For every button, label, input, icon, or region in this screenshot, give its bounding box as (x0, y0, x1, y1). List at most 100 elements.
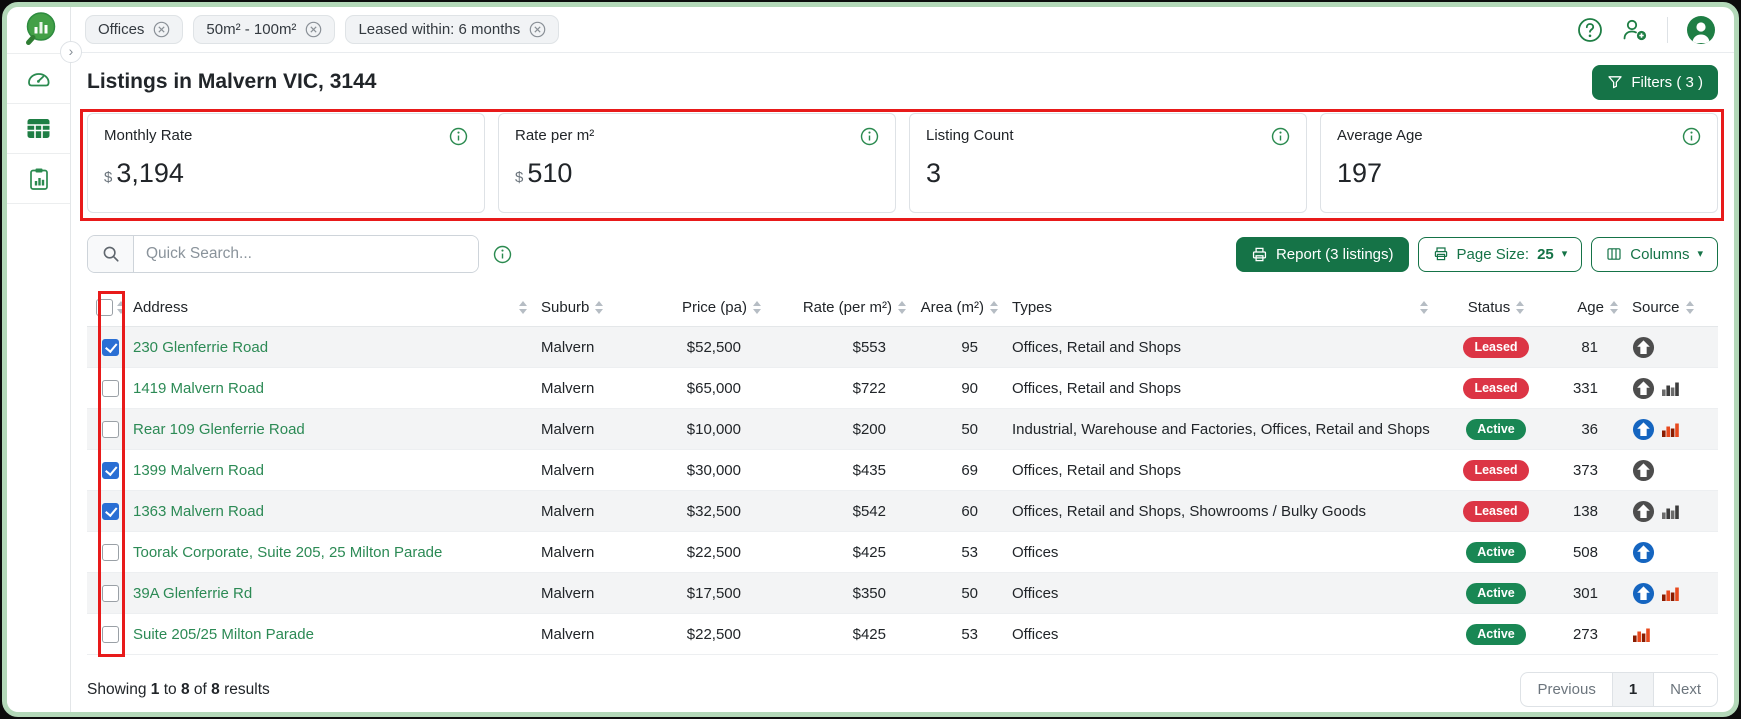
filter-chip-leased-within[interactable]: Leased within: 6 months (345, 15, 560, 44)
header-select-all[interactable] (87, 299, 133, 316)
header-rate[interactable]: Rate (per m²) (761, 299, 906, 316)
status-badge: Active (1466, 541, 1526, 563)
sidebar-item-dashboard[interactable] (7, 54, 70, 104)
info-icon[interactable] (493, 245, 512, 264)
add-user-icon[interactable] (1621, 17, 1649, 43)
row-checkbox[interactable] (101, 461, 119, 479)
suburb-cell: Malvern (541, 338, 595, 356)
chip-close-icon[interactable] (305, 21, 322, 38)
header-price[interactable]: Price (pa) (641, 299, 761, 316)
app-logo[interactable] (7, 7, 70, 53)
filter-chip-area[interactable]: 50m² - 100m² (193, 15, 336, 44)
header-status[interactable]: Status (1446, 299, 1546, 316)
row-checkbox[interactable] (101, 625, 119, 643)
sidebar-item-reports[interactable] (7, 154, 70, 204)
table-grid-icon (27, 119, 50, 138)
filter-chip-offices[interactable]: Offices (85, 15, 184, 44)
address-link[interactable]: 1363 Malvern Road (133, 502, 264, 520)
source-icons (1618, 336, 1718, 359)
current-page-button[interactable]: 1 (1611, 673, 1654, 706)
row-checkbox[interactable] (101, 543, 119, 561)
header-types[interactable]: Types (998, 299, 1446, 316)
chart-source-icon (1661, 501, 1681, 521)
age-cell: 508 (1572, 543, 1598, 561)
price-cell: $22,500 (686, 625, 741, 643)
header-address[interactable]: Address (133, 299, 541, 316)
address-link[interactable]: Rear 109 Glenferrie Road (133, 420, 305, 438)
area-cell: 50 (961, 420, 978, 438)
stat-label: Listing Count (926, 127, 1014, 144)
sidebar-item-listings-table[interactable] (7, 104, 70, 154)
source-icons (1618, 418, 1718, 441)
page-size-button[interactable]: Page Size: 25 ▾ (1417, 236, 1583, 272)
header-area[interactable]: Area (m²) (906, 299, 998, 316)
avatar[interactable] (1686, 15, 1716, 45)
table-row: 1399 Malvern Road Malvern $30,000 $435 6… (87, 450, 1718, 491)
source-icons (1618, 582, 1718, 605)
select-all-checkbox[interactable] (95, 299, 113, 316)
stat-label: Monthly Rate (104, 127, 193, 144)
area-cell: 53 (961, 625, 978, 643)
header-source[interactable]: Source (1618, 299, 1718, 316)
report-button[interactable]: Report (3 listings) (1235, 236, 1409, 272)
currency-prefix: $ (515, 169, 524, 186)
page-icon (1434, 247, 1447, 261)
types-cell: Offices, Retail and Shops (1012, 461, 1181, 479)
types-cell: Offices (1012, 543, 1059, 561)
info-icon[interactable] (1682, 127, 1701, 146)
next-page-button[interactable]: Next (1653, 673, 1717, 706)
columns-button[interactable]: Columns ▾ (1591, 236, 1718, 272)
chip-close-icon[interactable] (153, 21, 170, 38)
info-icon[interactable] (449, 127, 468, 146)
suburb-cell: Malvern (541, 461, 595, 479)
area-cell: 90 (961, 379, 978, 397)
search-icon (103, 246, 119, 262)
address-link[interactable]: 1419 Malvern Road (133, 379, 264, 397)
filters-button[interactable]: Filters ( 3 ) (1592, 64, 1718, 100)
help-icon[interactable] (1577, 17, 1603, 43)
dashboard-gauge-icon (28, 73, 50, 87)
filter-chip-label: Leased within: 6 months (358, 21, 521, 38)
header-age[interactable]: Age (1546, 299, 1618, 316)
chart-source-icon (1661, 419, 1681, 439)
suburb-cell: Malvern (541, 584, 595, 602)
header-suburb[interactable]: Suburb (541, 299, 641, 316)
status-badge: Leased (1463, 377, 1529, 399)
info-icon[interactable] (1271, 127, 1290, 146)
source-icons (1618, 377, 1718, 400)
price-cell: $17,500 (686, 584, 741, 602)
funnel-icon (1608, 76, 1622, 89)
types-cell: Offices, Retail and Shops, Showrooms / B… (1012, 502, 1367, 520)
filter-chip-label: 50m² - 100m² (206, 21, 297, 38)
search-input[interactable] (134, 236, 478, 272)
address-link[interactable]: 1399 Malvern Road (133, 461, 264, 479)
address-link[interactable]: Toorak Corporate, Suite 205, 25 Milton P… (133, 543, 443, 561)
address-link[interactable]: Suite 205/25 Milton Parade (133, 625, 314, 643)
magnifier-buildings-logo-icon (25, 12, 55, 45)
filter-chips: Offices 50m² - 100m² Leased within: 6 mo… (85, 15, 560, 44)
types-cell: Offices (1012, 584, 1059, 602)
page-size-value: 25 (1537, 245, 1554, 263)
rate-cell: $553 (852, 338, 886, 356)
columns-button-label: Columns (1630, 245, 1690, 263)
rate-cell: $200 (852, 420, 886, 438)
address-link[interactable]: 230 Glenferrie Road (133, 338, 269, 356)
sidebar-expand-button[interactable]: › (60, 41, 82, 63)
row-checkbox[interactable] (101, 502, 119, 520)
address-link[interactable]: 39A Glenferrie Rd (133, 584, 253, 602)
chevron-right-icon: › (68, 43, 74, 59)
previous-page-button[interactable]: Previous (1537, 681, 1596, 698)
area-cell: 50 (961, 584, 978, 602)
stat-value: 197 (1337, 158, 1383, 188)
row-checkbox[interactable] (101, 584, 119, 602)
suburb-cell: Malvern (541, 420, 595, 438)
row-checkbox[interactable] (101, 338, 119, 356)
info-icon[interactable] (860, 127, 879, 146)
stat-label: Rate per m² (515, 127, 595, 144)
row-checkbox[interactable] (101, 420, 119, 438)
chart-source-icon (1661, 583, 1681, 603)
row-checkbox[interactable] (101, 379, 119, 397)
column-label: Price (pa) (681, 299, 747, 316)
sidebar (7, 7, 71, 712)
chip-close-icon[interactable] (529, 21, 546, 38)
